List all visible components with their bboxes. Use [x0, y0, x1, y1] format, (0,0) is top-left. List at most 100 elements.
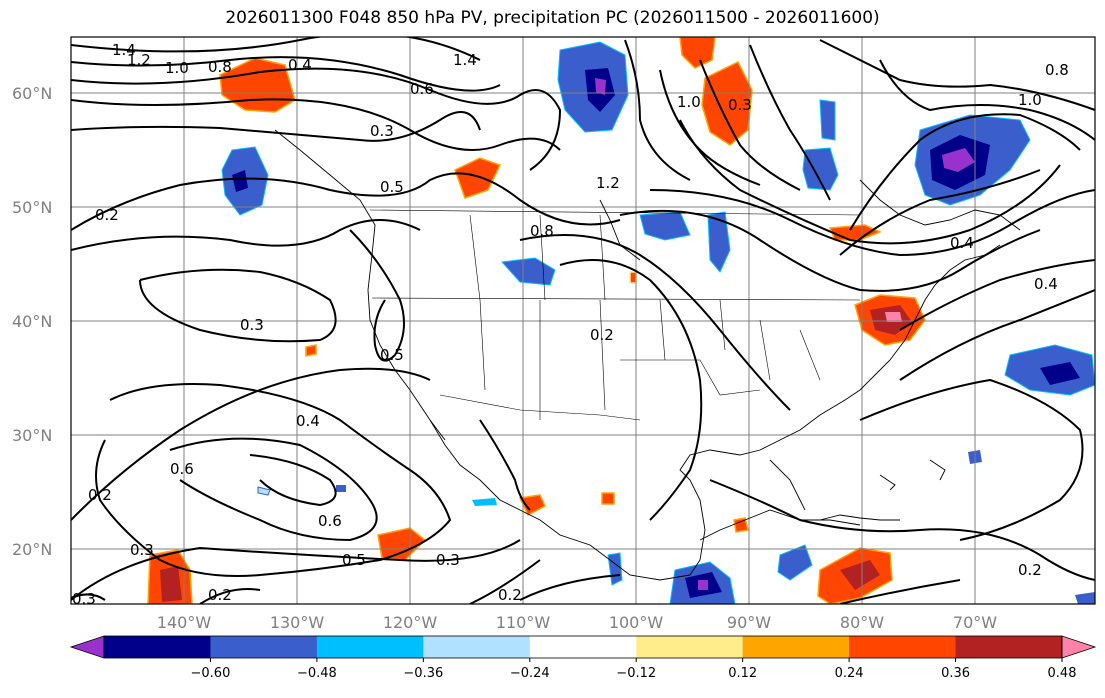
neg-blob-2-peak [942, 148, 975, 172]
contour-label: 0.2 [208, 586, 232, 604]
colorbar-segment [742, 636, 850, 658]
neg-blob-10-peak [698, 580, 708, 590]
colorbar-segment [849, 636, 957, 658]
colorbar-tick-label: 0.36 [941, 666, 970, 681]
contour-label: 0.5 [380, 178, 404, 196]
colorbar-segment [316, 636, 424, 658]
lon-label: 70°W [953, 613, 997, 632]
lon-label: 130°W [270, 613, 325, 632]
colorbar-extend-high [1061, 635, 1097, 659]
contour-label: 0.2 [1018, 561, 1042, 579]
lat-label: 30°N [12, 426, 52, 445]
pos-blob-5-peak [885, 312, 902, 322]
colorbar-tick-label: −0.36 [403, 666, 443, 681]
map-title: 2026011300 F048 850 hPa PV, precipitatio… [225, 8, 880, 28]
pos-blob-9-core [840, 560, 880, 590]
lat-axis: 60°N 50°N 40°N 30°N 20°N [12, 84, 52, 559]
neg-blob-1-peak [595, 78, 606, 95]
colorbar-segment [104, 636, 211, 658]
pv-contours [71, 37, 1095, 604]
lat-label: 50°N [12, 198, 52, 217]
contour-label: 1.4 [112, 41, 136, 59]
contour-label: 0.5 [342, 551, 366, 569]
neg-blob-6 [639, 211, 691, 241]
map-frame [70, 36, 1096, 605]
map-plot-area: 1.4 1.2 1.0 0.8 0.3 0.5 0.6 0.4 0.2 0.3 … [71, 37, 1095, 608]
lon-label: 140°W [157, 613, 212, 632]
contour-label: 0.2 [95, 206, 119, 224]
contour-label: 0.8 [1045, 61, 1069, 79]
contour-label: 1.0 [1018, 91, 1042, 109]
lon-axis: 140°W 130°W 120°W 110°W 100°W 90°W 80°W … [157, 613, 997, 632]
contour-label: 0.3 [130, 541, 154, 559]
neg-blob-4 [802, 147, 839, 191]
contour-label: 0.2 [88, 486, 112, 504]
neg-blob-17 [1075, 592, 1095, 604]
neg-blob-11 [777, 544, 813, 581]
neg-blob-9-core [1040, 362, 1080, 385]
contour-label: 0.3 [240, 316, 264, 334]
neg-blob-13 [472, 498, 497, 506]
colorbar-tick-label: −0.24 [510, 666, 550, 681]
colorbar-tick-label: 0.48 [1048, 666, 1077, 681]
colorbar-segment [210, 636, 318, 658]
neg-blob-3-core [232, 170, 248, 192]
neg-blob-5 [819, 99, 836, 141]
neg-blob-14 [336, 485, 346, 492]
pos-blob-7 [377, 527, 427, 561]
pos-blob-2 [679, 37, 716, 69]
colorbar-tick-label: −0.48 [297, 666, 337, 681]
pos-blob-11 [601, 492, 615, 505]
colorbar-extend-low [69, 635, 105, 659]
colorbar-segment [636, 636, 744, 658]
lat-label: 60°N [12, 84, 52, 103]
contour-label: 0.3 [72, 590, 96, 608]
contour-label: 0.3 [728, 96, 752, 114]
contour-label: 0.4 [950, 234, 974, 252]
pos-blob-3 [701, 61, 753, 146]
contour-label: 0.4 [296, 412, 320, 430]
colorbar-tick-label: 0.24 [835, 666, 864, 681]
contour-label: 1.0 [165, 59, 189, 77]
contour-label: 0.6 [318, 512, 342, 530]
contour-label: 1.0 [677, 93, 701, 111]
contour-label: 0.3 [370, 122, 394, 140]
lon-label: 110°W [496, 613, 551, 632]
pos-blob-4 [454, 157, 502, 199]
colorbar-tick-label: −0.60 [191, 666, 231, 681]
contour-labels: 1.4 1.2 1.0 0.8 0.3 0.5 0.6 0.4 0.2 0.3 … [72, 41, 1069, 608]
pos-blob-14 [629, 271, 637, 284]
contour-label: 0.5 [380, 346, 404, 364]
neg-blob-8 [500, 257, 556, 286]
lon-label: 90°W [727, 613, 771, 632]
neg-blob-7 [707, 211, 731, 273]
colorbar-frame [103, 635, 1063, 659]
contour-label: 1.2 [127, 51, 151, 69]
contour-label: 0.8 [530, 222, 554, 240]
colorbar-segment [529, 636, 637, 658]
colorbar-tick-label: −0.12 [616, 666, 656, 681]
contour-label: 0.2 [498, 586, 522, 604]
lon-label: 100°W [609, 613, 664, 632]
contour-label: 0.3 [436, 551, 460, 569]
contour-label: 1.4 [453, 51, 477, 69]
contour-label: 0.6 [410, 80, 434, 98]
lat-label: 40°N [12, 312, 52, 331]
lat-label: 20°N [12, 540, 52, 559]
contour-label: 0.2 [590, 326, 614, 344]
colorbar-tick-label: 0.12 [728, 666, 757, 681]
pos-blob-12 [733, 517, 749, 533]
pos-blob-13 [305, 344, 317, 357]
pos-blob-10 [518, 494, 546, 517]
colorbar [69, 635, 1097, 659]
contour-label: 0.4 [288, 56, 312, 74]
lon-label: 80°W [840, 613, 884, 632]
contour-label: 0.8 [208, 58, 232, 76]
colorbar-segment [423, 636, 531, 658]
pos-blob-8-core [160, 566, 182, 602]
colorbar-segment [955, 636, 1063, 658]
contour-label: 1.2 [596, 174, 620, 192]
lon-label: 120°W [383, 613, 438, 632]
neg-blob-15 [257, 486, 271, 496]
